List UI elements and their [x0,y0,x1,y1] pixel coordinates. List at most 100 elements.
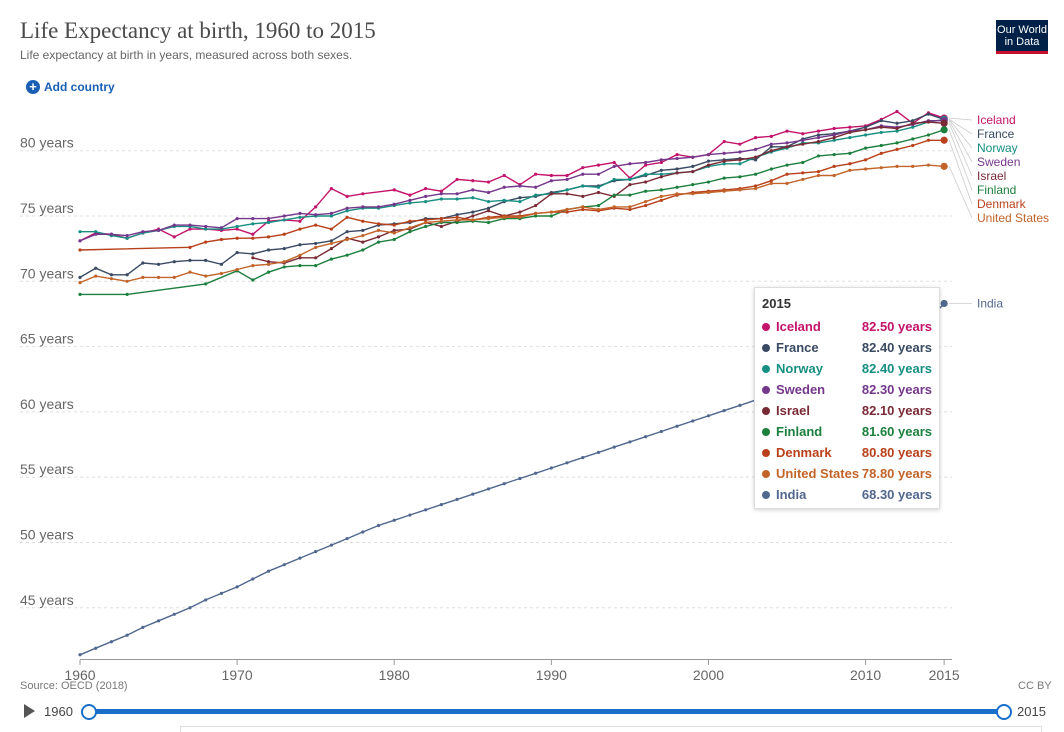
data-point [738,158,742,162]
data-point [754,147,758,151]
data-point [879,119,883,123]
tooltip-row: India 68.30 years [762,484,932,505]
data-point [534,214,538,218]
data-point [832,133,836,137]
series-end-label: Israel [977,169,1006,183]
data-point [94,274,98,278]
data-point [219,591,224,596]
series-line-united-states [79,164,945,284]
timeline-start-label: 1960 [44,704,73,719]
tooltip-country: Finland [776,424,823,439]
data-point [549,173,553,178]
data-point [675,192,679,196]
data-point [863,133,868,137]
data-point [204,274,208,278]
data-point [549,179,553,183]
data-point [251,217,255,221]
data-point [816,133,821,137]
data-point [455,497,459,501]
data-point [424,220,428,225]
data-point [785,163,789,167]
data-point [502,482,506,486]
data-point [141,261,145,265]
data-point [628,205,632,209]
tooltip-year: 2015 [762,296,791,311]
data-point [345,206,349,210]
series-dot-icon [762,427,770,436]
data-point [722,189,726,193]
data-point [940,299,948,308]
data-point [785,141,789,145]
data-point [361,240,365,244]
label-connector [948,119,973,135]
data-point [251,264,255,268]
logo-line-2: in Data [1004,36,1040,48]
data-point [314,223,318,227]
data-point [266,248,271,252]
data-point [691,164,695,168]
data-point [424,224,428,229]
data-point [282,563,286,567]
data-point [848,168,852,172]
play-icon[interactable] [24,704,35,718]
data-point [926,112,931,116]
data-point [785,129,789,133]
data-point [424,186,428,191]
data-point [376,228,381,232]
data-point [376,235,381,239]
data-point [502,198,506,202]
data-point [172,223,176,227]
data-point [612,193,616,197]
data-point [879,151,883,155]
data-point [298,215,302,219]
tooltip-value: 82.30 years [861,382,932,397]
owid-logo[interactable]: Our World in Data [996,20,1048,54]
data-point [628,183,632,187]
data-point [754,155,758,159]
tooltip-country: India [776,487,807,502]
data-point [235,224,239,229]
timeline-track[interactable] [88,709,1003,714]
data-point [659,198,663,202]
timeline-start-handle[interactable] [81,704,97,720]
data-point [911,125,915,129]
data-point [361,219,365,223]
data-point [911,121,915,125]
data-point [455,213,459,217]
timeline-end-handle[interactable] [996,704,1012,720]
data-point [78,230,82,234]
data-point [298,211,302,215]
data-point [204,227,208,231]
data-point [895,129,899,133]
data-point [754,184,758,188]
data-point [722,139,726,144]
data-point [581,455,585,460]
data-point [345,194,349,199]
data-point [785,172,789,176]
add-country-button[interactable]: + Add country [26,80,115,94]
data-point [204,282,208,286]
data-point [832,136,836,140]
data-point [581,172,585,176]
data-point [392,237,396,242]
data-point [376,523,381,528]
tooltip-row: Norway 82.40 years [762,358,932,379]
data-point [455,197,459,201]
data-point [471,179,475,183]
data-point [219,237,224,242]
data-point [78,292,82,296]
data-point [329,239,333,243]
license-link[interactable]: CC BY [1018,680,1052,692]
tooltip-row: Iceland 82.50 years [762,316,932,337]
data-point [486,206,491,210]
data-point [455,218,459,222]
data-point [172,235,176,239]
data-point [94,266,98,270]
data-point [644,163,648,167]
data-point [408,230,412,234]
data-point [832,138,836,142]
series-end-label: United States [977,211,1049,225]
source-note[interactable]: Source: OECD (2018) [20,680,128,692]
series-dot-icon [762,469,770,478]
data-point [895,147,899,151]
